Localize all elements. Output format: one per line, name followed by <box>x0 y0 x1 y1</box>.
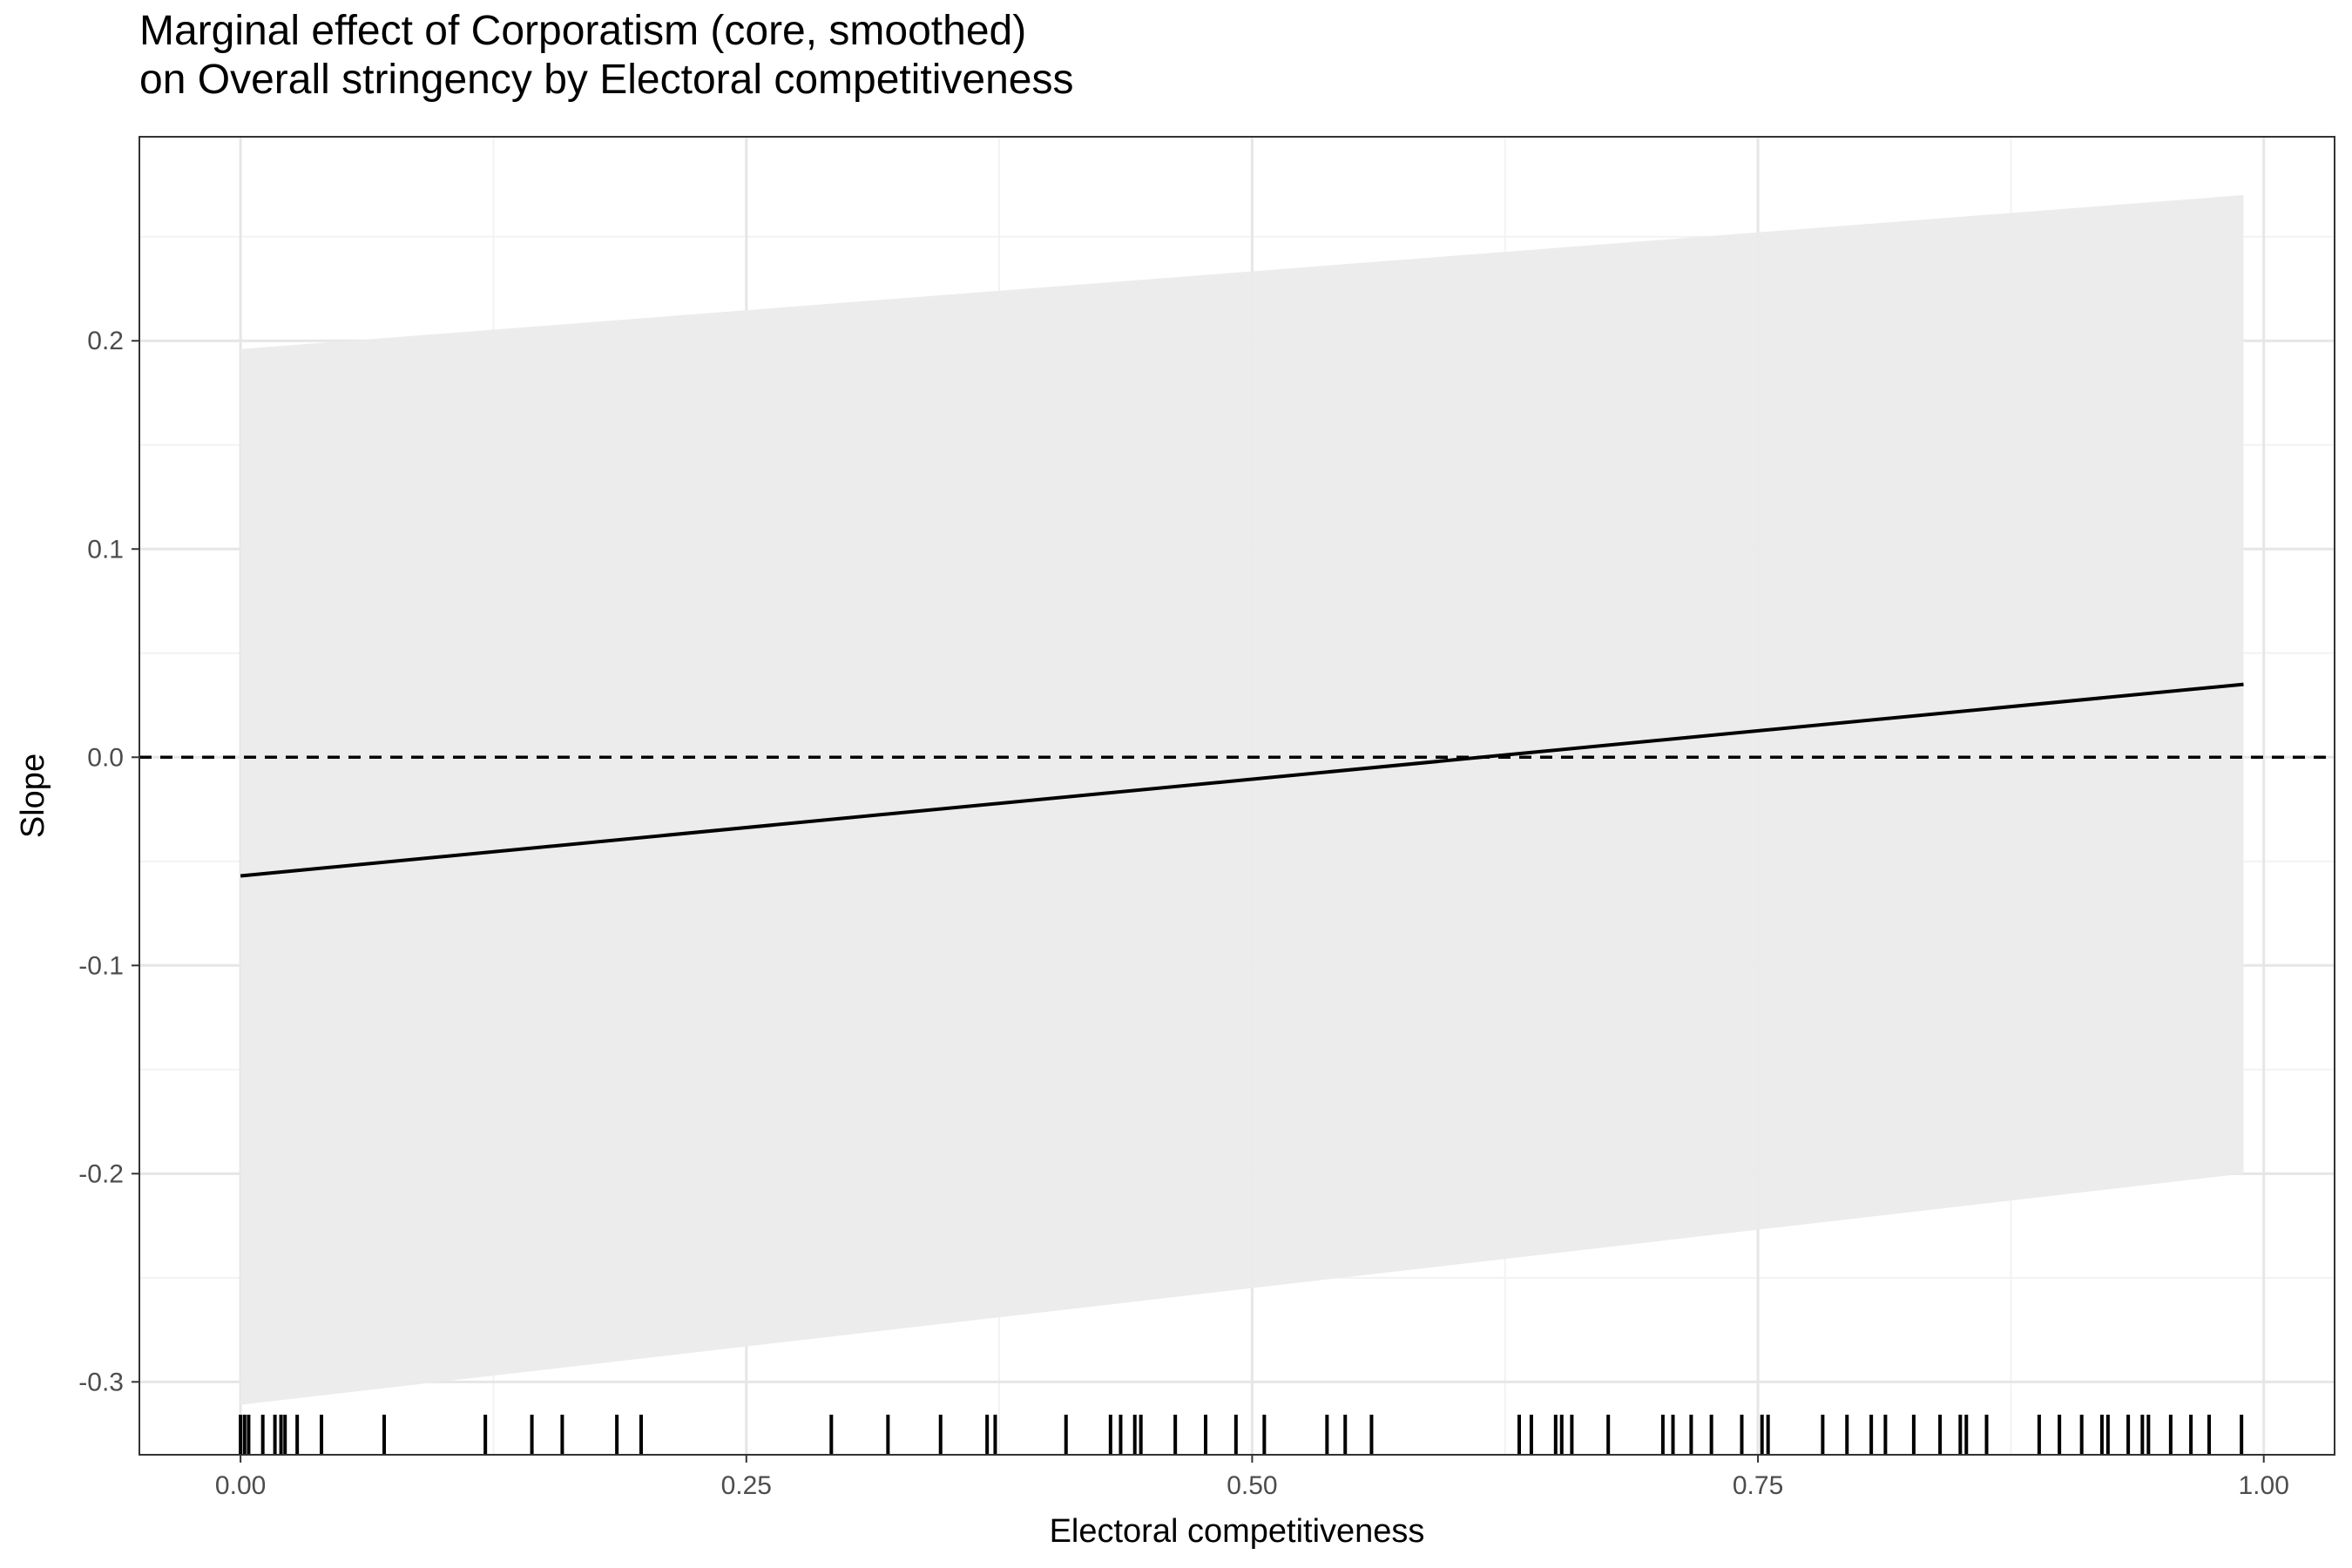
rug-marks <box>239 1415 2244 1455</box>
y-axis-title: Slope <box>15 754 51 838</box>
y-tick-label: 0.1 <box>87 535 124 564</box>
panel-border <box>139 136 2335 1456</box>
x-axis-title: Electoral competitiveness <box>1050 1513 1425 1550</box>
y-axis-ticks: -0.3 -0.2 -0.1 0.0 0.1 0.2 <box>78 327 139 1396</box>
confidence-band <box>240 194 2244 1405</box>
chart-title: Marginal effect of Corporatism (core, sm… <box>139 7 1073 105</box>
x-axis-ticks: 0.00 0.25 0.50 0.75 1.00 <box>215 1455 2289 1500</box>
x-tick-label: 0.75 <box>1733 1471 1783 1500</box>
x-tick-label: 0.25 <box>721 1471 772 1500</box>
x-tick-label: 0.00 <box>215 1471 266 1500</box>
x-tick-label: 0.50 <box>1227 1471 1277 1500</box>
y-tick-label: -0.2 <box>78 1159 124 1188</box>
chart-title-line-2: on Overall stringency by Electoral compe… <box>139 57 1074 103</box>
x-tick-label: 1.00 <box>2239 1471 2289 1500</box>
marginal-effect-line <box>240 682 2244 878</box>
y-tick-label: 0.0 <box>87 743 124 772</box>
y-tick-label: -0.1 <box>78 951 124 980</box>
chart-title-line-1: Marginal effect of Corporatism (core, sm… <box>139 8 1027 54</box>
y-tick-label: 0.2 <box>87 327 124 355</box>
y-tick-label: -0.3 <box>78 1368 124 1396</box>
